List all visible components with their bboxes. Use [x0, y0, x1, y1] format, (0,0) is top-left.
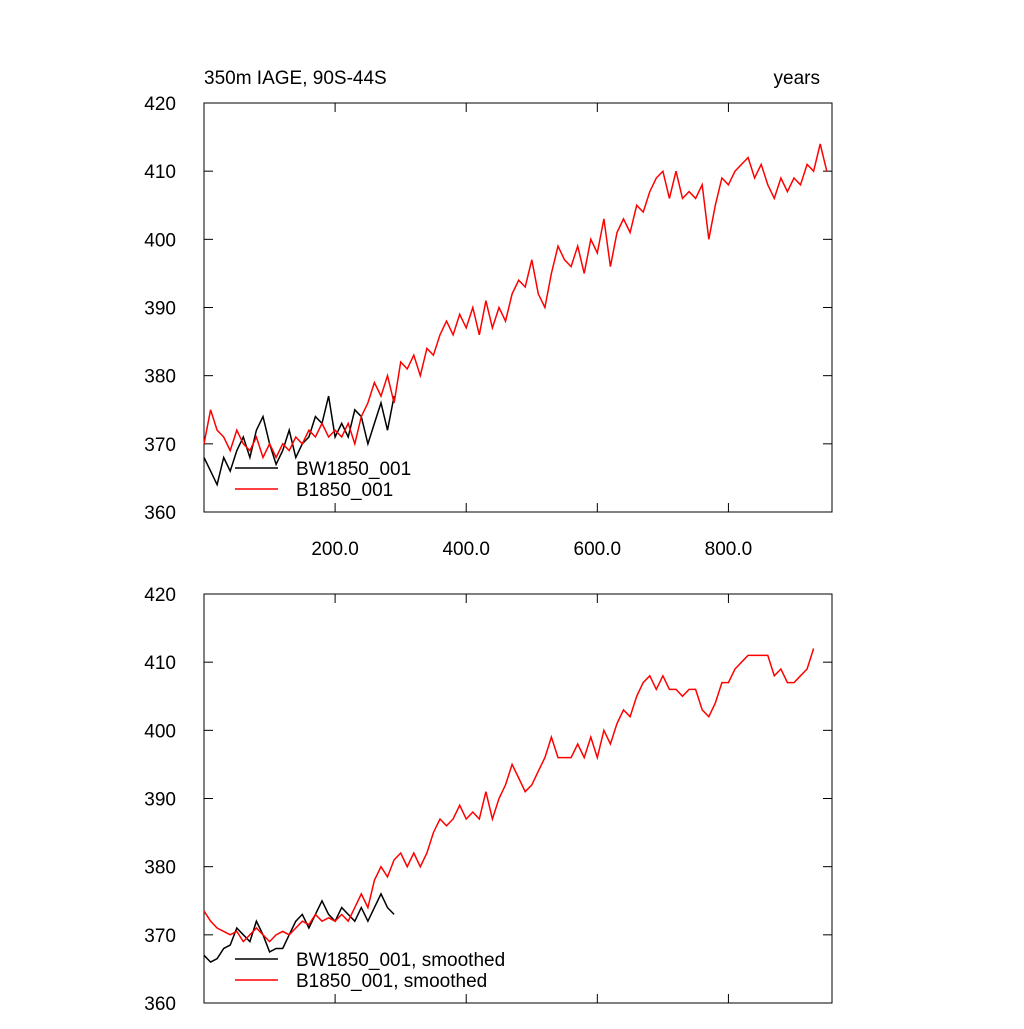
units-label: years [774, 68, 820, 89]
data-line [203, 395, 395, 487]
y-tick-label: 420 [144, 94, 176, 115]
y-tick-label: 390 [144, 299, 176, 320]
y-tick-label: 360 [144, 994, 176, 1015]
y-tick-label: 370 [144, 435, 176, 456]
y-tick-label: 420 [144, 585, 176, 606]
y-tick-label: 380 [144, 858, 176, 879]
data-line [203, 648, 815, 943]
legend-label: BW1850_001 [296, 459, 411, 480]
y-tick-label: 380 [144, 367, 176, 388]
plot-frame [203, 102, 833, 513]
x-tick-label: 600.0 [574, 539, 622, 560]
chart-title: 350m IAGE, 90S-44S [204, 68, 387, 89]
x-tick-label: 400.0 [442, 539, 490, 560]
legend-label: BW1850_001, smoothed [296, 950, 505, 971]
y-tick-label: 400 [144, 721, 176, 742]
y-tick-label: 410 [144, 653, 176, 674]
y-tick-label: 400 [144, 230, 176, 251]
y-tick-label: 410 [144, 162, 176, 183]
x-tick-label: 200.0 [311, 539, 359, 560]
data-line [203, 143, 828, 460]
y-tick-label: 390 [144, 790, 176, 811]
legend-label: B1850_001 [296, 480, 393, 501]
legend-label: B1850_001, smoothed [296, 971, 487, 992]
plot-frame [203, 593, 833, 1004]
y-tick-label: 360 [144, 503, 176, 524]
x-tick-label: 800.0 [705, 539, 753, 560]
data-line [203, 892, 395, 964]
y-tick-label: 370 [144, 926, 176, 947]
